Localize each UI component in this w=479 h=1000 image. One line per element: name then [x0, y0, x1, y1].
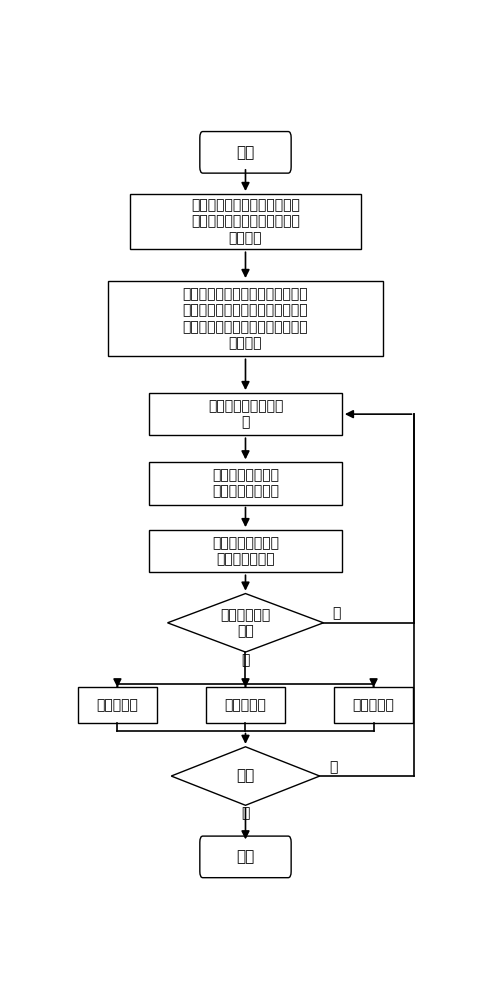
- Bar: [149, 462, 342, 505]
- Text: 确定电容器组的联
结方式与等效容抗: 确定电容器组的联 结方式与等效容抗: [212, 468, 279, 499]
- Text: 满足控制目标
要求: 满足控制目标 要求: [220, 608, 271, 638]
- FancyBboxPatch shape: [200, 132, 291, 173]
- Bar: [130, 194, 361, 249]
- Text: 过电压校核: 过电压校核: [96, 698, 138, 712]
- Text: 过电流校核: 过电流校核: [225, 698, 266, 712]
- Bar: [149, 530, 342, 572]
- Bar: [108, 281, 383, 356]
- Text: 开始: 开始: [236, 145, 255, 160]
- FancyBboxPatch shape: [200, 836, 291, 878]
- Text: 计算装置投入后母
线上的谐波电压: 计算装置投入后母 线上的谐波电压: [212, 536, 279, 566]
- Text: 合格: 合格: [236, 769, 255, 784]
- Bar: [149, 393, 342, 435]
- Bar: [334, 687, 413, 723]
- Text: 结束: 结束: [236, 849, 255, 864]
- Text: 否: 否: [329, 760, 337, 774]
- Text: 确定单个电容器的容
抗: 确定单个电容器的容 抗: [208, 399, 283, 429]
- Polygon shape: [171, 747, 320, 805]
- Text: 过容量校核: 过容量校核: [353, 698, 395, 712]
- Bar: [205, 687, 285, 723]
- Polygon shape: [168, 594, 323, 652]
- Bar: [78, 687, 157, 723]
- Text: 否: 否: [333, 607, 341, 621]
- Text: 是: 是: [241, 653, 250, 667]
- Text: 依据所需滤除谐波的次数和阻抗型
装置的基波无功补偿容量，计算阻
抗型装置中电容器组的总容抗和电
抗器感抗: 依据所需滤除谐波的次数和阻抗型 装置的基波无功补偿容量，计算阻 抗型装置中电容器…: [182, 287, 308, 350]
- Text: 是: 是: [241, 806, 250, 820]
- Text: 根据母线所在系统的无功需量
，确定阻抗型装置的基波无功
补偿容量: 根据母线所在系统的无功需量 ，确定阻抗型装置的基波无功 补偿容量: [191, 198, 300, 245]
